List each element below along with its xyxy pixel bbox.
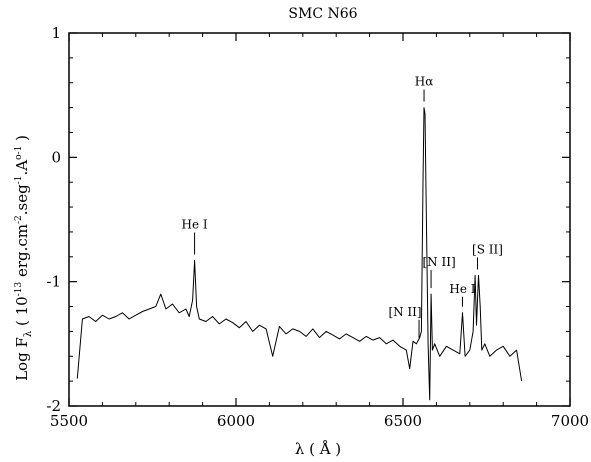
spectrum-line xyxy=(76,107,523,401)
annotation-label: Hα xyxy=(415,75,434,89)
x-tick-label: 6000 xyxy=(217,412,255,430)
y-tick-label: 0 xyxy=(51,148,61,166)
y-tick-label: -1 xyxy=(46,273,61,291)
plot-frame xyxy=(68,32,571,407)
x-axis-title: λ ( Å ) xyxy=(295,440,341,458)
axis-ticks: 5500 6000 6500 7000 -2 -1 0 1 xyxy=(46,24,589,430)
annotation-label: [S II] xyxy=(472,242,503,256)
chart-title: SMC N66 xyxy=(288,6,357,22)
annotation-label: He I xyxy=(182,218,208,232)
x-tick-label: 6500 xyxy=(384,412,422,430)
x-tick-label: 7000 xyxy=(551,412,589,430)
annotation-label: [N II] xyxy=(422,255,455,269)
annotation-layer: He I Hα [N II] [N II] He I [S II] xyxy=(182,75,503,338)
x-tick-label: 5500 xyxy=(50,412,88,430)
y-tick-label: 1 xyxy=(51,24,61,42)
annotation-label: He I xyxy=(449,282,475,296)
y-axis-title: Log Fλ ( 10-13 erg.cm-2.seg-1.Ao-1 ) xyxy=(13,135,34,381)
series-layer xyxy=(76,107,523,401)
y-tick-label: -2 xyxy=(46,397,61,415)
annotation-label: [N II] xyxy=(388,305,421,319)
